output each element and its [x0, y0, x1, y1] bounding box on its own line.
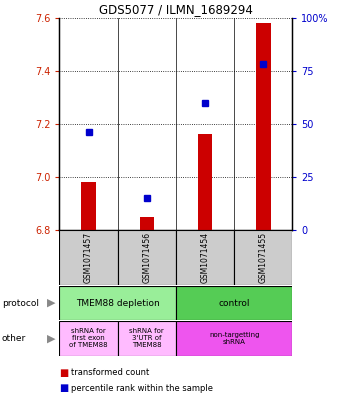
Text: shRNA for
3'UTR of
TMEM88: shRNA for 3'UTR of TMEM88	[130, 329, 164, 348]
Text: GSM1071455: GSM1071455	[259, 232, 268, 283]
Text: ▶: ▶	[47, 333, 55, 343]
Title: GDS5077 / ILMN_1689294: GDS5077 / ILMN_1689294	[99, 4, 253, 17]
Text: ▶: ▶	[47, 298, 55, 308]
Text: control: control	[218, 299, 250, 307]
Bar	[59, 286, 176, 320]
Text: shRNA for
first exon
of TMEM88: shRNA for first exon of TMEM88	[69, 329, 108, 348]
Text: GSM1071454: GSM1071454	[201, 232, 209, 283]
Text: protocol: protocol	[2, 299, 39, 307]
Bar	[256, 23, 271, 230]
Bar	[176, 230, 234, 285]
Bar	[176, 286, 292, 320]
Bar	[118, 230, 176, 285]
Bar	[59, 321, 118, 356]
Text: non-targetting
shRNA: non-targetting shRNA	[209, 332, 259, 345]
Bar	[59, 230, 118, 285]
Bar	[81, 182, 96, 230]
Text: TMEM88 depletion: TMEM88 depletion	[76, 299, 159, 307]
Text: percentile rank within the sample: percentile rank within the sample	[71, 384, 214, 393]
Bar	[176, 321, 292, 356]
Text: ■: ■	[59, 383, 69, 393]
Text: ■: ■	[59, 367, 69, 378]
Bar	[234, 230, 292, 285]
Text: GSM1071457: GSM1071457	[84, 232, 93, 283]
Text: other: other	[2, 334, 26, 343]
Text: transformed count: transformed count	[71, 368, 150, 377]
Text: GSM1071456: GSM1071456	[142, 232, 151, 283]
Bar	[198, 134, 212, 230]
Bar	[118, 321, 176, 356]
Bar	[139, 217, 154, 230]
